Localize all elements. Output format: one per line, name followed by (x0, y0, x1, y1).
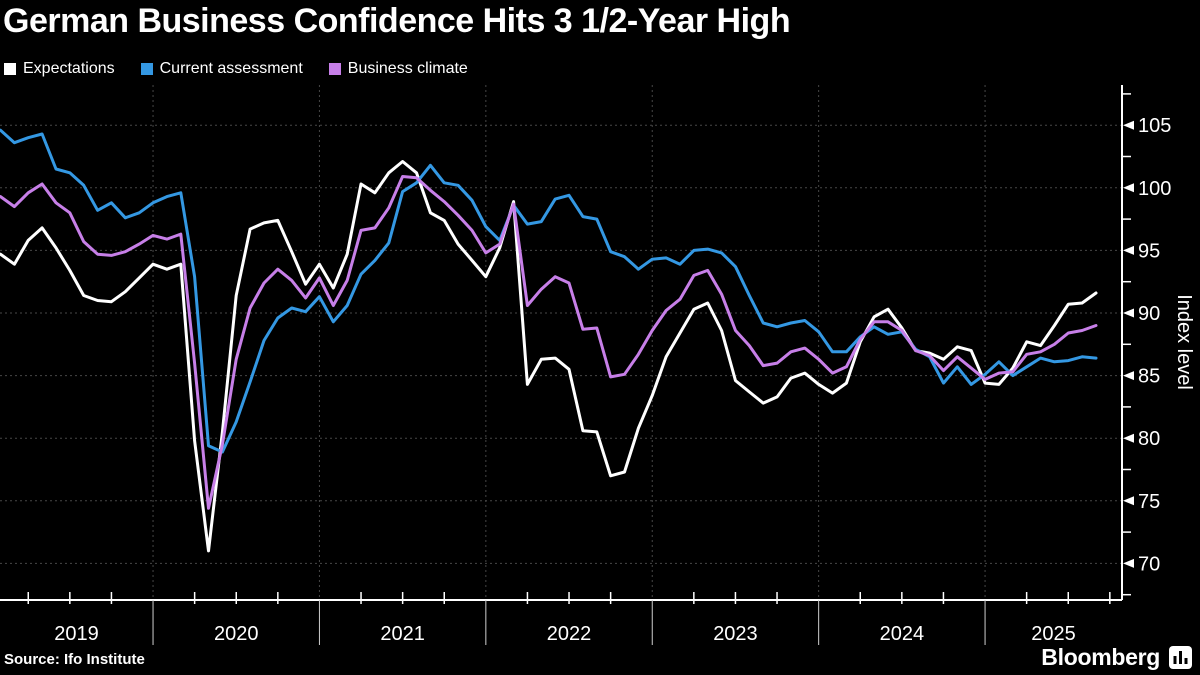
year-label: 2024 (880, 623, 925, 645)
y-major-tick-arrow (1123, 183, 1134, 193)
legend-label: Business climate (347, 60, 468, 77)
source-credit: Source: Ifo Institute (4, 651, 145, 668)
bloomberg-logo: Bloomberg (1041, 644, 1192, 671)
axis-ticks (27, 93, 1134, 645)
bloomberg-chart-bars-icon (1169, 646, 1192, 669)
legend-label: Current assessment (159, 60, 303, 77)
legend: Expectations Current assessment Business… (4, 60, 468, 78)
y-tick-label: 80 (1138, 428, 1160, 450)
year-label: 2022 (547, 623, 592, 645)
y-tick-label: 100 (1138, 178, 1171, 200)
y-tick-label: 70 (1138, 553, 1160, 575)
gridlines (0, 85, 1122, 600)
axes (0, 85, 1123, 601)
y-major-tick-arrow (1123, 433, 1134, 443)
legend-item-business-climate: Business climate (328, 60, 468, 78)
year-label: 2019 (54, 623, 99, 645)
chart-title: German Business Confidence Hits 3 1/2-Ye… (3, 2, 791, 40)
y-major-tick-arrow (1123, 120, 1134, 130)
data-series-lines (0, 128, 1098, 553)
year-label: 2020 (214, 623, 259, 645)
legend-item-current-assessment: Current assessment (140, 60, 303, 78)
legend-label: Expectations (23, 60, 115, 77)
y-major-tick-arrow (1123, 558, 1134, 568)
year-label: 2023 (713, 623, 758, 645)
y-axis-title: Index level (1173, 294, 1195, 390)
expectations-swatch-icon (4, 63, 16, 75)
y-major-tick-arrow (1123, 308, 1134, 318)
series-line-business-climate (0, 175, 1098, 510)
axis-labels: 105 100 95 90 85 80 75 70 2019 2020 2021 2022 2023 20… (54, 115, 1171, 645)
legend-item-expectations: Expectations (4, 60, 115, 78)
y-tick-label: 75 (1138, 491, 1160, 513)
business-climate-swatch-icon (328, 63, 341, 75)
y-major-tick-arrow (1123, 371, 1134, 381)
current-assessment-swatch-icon (140, 63, 153, 75)
year-label: 2021 (380, 623, 425, 645)
year-label: 2025 (1031, 623, 1076, 645)
series-line-current-assessment (0, 128, 1098, 454)
y-tick-label: 105 (1138, 115, 1171, 137)
y-tick-label: 85 (1138, 366, 1160, 388)
bloomberg-wordmark: Bloomberg (1041, 644, 1160, 670)
y-major-tick-arrow (1123, 245, 1134, 255)
y-tick-label: 95 (1138, 240, 1160, 262)
y-major-tick-arrow (1123, 496, 1134, 506)
y-tick-label: 90 (1138, 303, 1160, 325)
